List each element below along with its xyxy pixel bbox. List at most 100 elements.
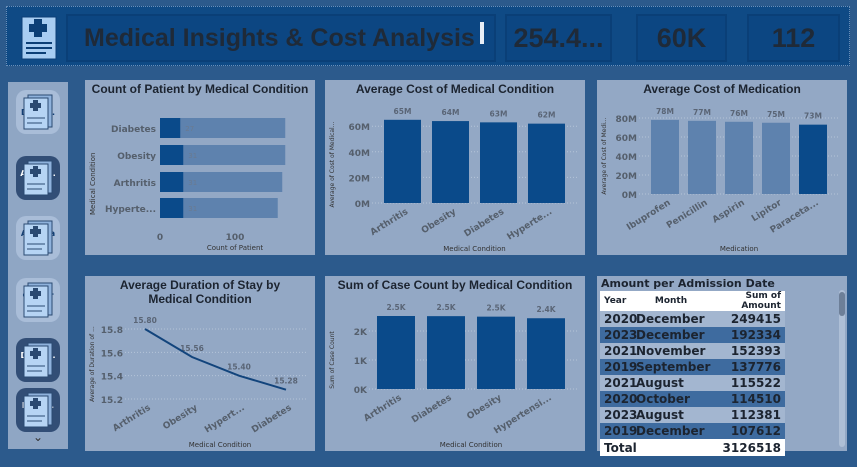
- bar[interactable]: [160, 198, 184, 218]
- bar[interactable]: [377, 316, 415, 389]
- category-label: Arthritis: [369, 207, 410, 238]
- column-header-y[interactable]: Year: [604, 296, 627, 306]
- table-cell: 2023: [604, 408, 638, 422]
- bar[interactable]: [432, 121, 469, 203]
- chart-title: Average Cost of Medical Condition: [355, 82, 555, 96]
- x-axis-title: Medical Condition: [440, 441, 502, 449]
- table-cell: 137776: [730, 360, 781, 374]
- kpi-count: 112: [747, 14, 840, 62]
- y-tick-label: 20M: [349, 174, 371, 184]
- data-label: 31: [188, 179, 197, 187]
- table-cell: November: [636, 344, 706, 358]
- table-cell: October: [636, 392, 690, 406]
- bar[interactable]: [799, 124, 827, 194]
- y-tick-label: 0K: [354, 386, 368, 396]
- table-cell: 2019: [604, 360, 638, 374]
- bar[interactable]: [384, 119, 421, 203]
- chart-svg: Medical Condition Diabetes 27 Obesity 31 Arth…: [89, 118, 286, 252]
- data-label: 31: [188, 152, 197, 160]
- y-tick-label: 60M: [349, 123, 371, 133]
- y-tick-label: 15.8: [101, 326, 123, 336]
- table-cell: 249415: [730, 312, 781, 326]
- bar[interactable]: [160, 172, 184, 192]
- data-label: 15.56: [180, 344, 204, 353]
- table-cell: 2021: [604, 344, 638, 358]
- bar[interactable]: [527, 318, 565, 389]
- table-row[interactable]: 2020 October 114510: [600, 391, 785, 407]
- bar-total[interactable]: [160, 118, 286, 138]
- chart-title: Average Duration of Stay by Medical Cond…: [119, 278, 281, 306]
- y-tick-label: 40M: [349, 149, 371, 159]
- table-row[interactable]: 2021 August 115522: [600, 375, 785, 391]
- table-cell: 115522: [730, 376, 781, 390]
- bar[interactable]: [762, 122, 790, 194]
- slicer-item-0[interactable]: Desel...: [16, 90, 60, 134]
- data-label: 2.5K: [436, 303, 456, 312]
- kpi-patient-count: 60K: [636, 14, 727, 62]
- chart-svg: 0M 20M 40M 60M Average of Cost of Medical...…: [329, 107, 577, 253]
- table-cell: December: [636, 328, 705, 342]
- slicer-item-3[interactable]: Cancer2471: [16, 278, 60, 322]
- table-row[interactable]: 2019 September 137776: [600, 359, 785, 375]
- slicer-item-1[interactable]: Arthri...2517: [16, 156, 60, 200]
- bar-total[interactable]: [160, 172, 283, 192]
- y-tick-label: 15.4: [101, 373, 123, 383]
- bar[interactable]: [725, 121, 753, 194]
- sidebar-more-chevron-icon[interactable]: ⌄: [32, 430, 44, 444]
- table-cell: August: [636, 376, 684, 390]
- table-cell: 107612: [730, 424, 781, 438]
- bar[interactable]: [480, 122, 517, 203]
- chart-title: Sum of Case Count by Medical Condition: [337, 278, 573, 292]
- category-label: Hypert...: [203, 403, 246, 435]
- table-cell: 152393: [730, 344, 781, 358]
- bar[interactable]: [651, 119, 679, 194]
- category-label: Arthritis: [114, 179, 156, 189]
- table-row[interactable]: 2019 December 107612: [600, 423, 785, 439]
- scrollbar-thumb[interactable]: [839, 292, 845, 316]
- column-header-a[interactable]: Sum of Amount: [741, 291, 781, 311]
- data-label: 2.4K: [536, 305, 556, 314]
- bar-total[interactable]: [160, 198, 278, 218]
- category-label: Arthritis: [362, 393, 403, 424]
- data-label: 15.80: [133, 316, 157, 325]
- bar[interactable]: [160, 118, 181, 138]
- total-value: 3126518: [722, 440, 781, 455]
- category-label: Diabetes: [111, 125, 156, 135]
- table-row[interactable]: 2020 December 249415: [600, 311, 785, 327]
- series-line[interactable]: [144, 328, 287, 391]
- x-tick-label: 0: [157, 233, 163, 243]
- data-label: 2.5K: [386, 303, 406, 312]
- table-row[interactable]: 2023 August 112381: [600, 407, 785, 423]
- bar[interactable]: [688, 120, 716, 194]
- slicer-item-4[interactable]: Diabe...2512: [16, 338, 60, 382]
- data-label: 62M: [538, 111, 556, 120]
- table-row[interactable]: 2023 December 192334: [600, 327, 785, 343]
- chart-svg: 0M 20M 40M 60M 80M Average of Cost of Medi...…: [601, 107, 839, 253]
- data-label: 78M: [656, 107, 674, 116]
- column-header-m[interactable]: Month: [654, 296, 688, 306]
- data-label: 31: [188, 205, 197, 213]
- y-tick-label: 15.6: [101, 349, 123, 359]
- bar[interactable]: [477, 316, 515, 389]
- table-row[interactable]: 2021 November 152393: [600, 343, 785, 359]
- total-label: Total: [604, 440, 637, 455]
- slicer-item-2[interactable]: Asthma2475: [16, 216, 60, 260]
- data-label: 76M: [730, 109, 748, 118]
- avg-cost-condition-chart: Average Cost of Medical Condition 0M 20M 40…: [325, 80, 585, 255]
- bar[interactable]: [528, 123, 565, 203]
- bar[interactable]: [427, 316, 465, 389]
- chart-title: Count of Patient by Medical Condition: [91, 82, 309, 96]
- slicer-item-5[interactable]: Hype...2440: [16, 388, 60, 432]
- category-label: Penicillin: [665, 198, 710, 231]
- y-axis-title: Medical Condition: [89, 153, 97, 215]
- category-label: Obesity: [420, 207, 458, 236]
- bar-total[interactable]: [160, 145, 286, 165]
- chart-svg: 0K 1K 2K Sum of Case Count Medical Condition…: [329, 303, 577, 449]
- kpi-total-amount: 254.4...: [505, 14, 612, 62]
- bar[interactable]: [160, 145, 184, 165]
- amount-table: Year Month Sum of Amount 2020 December 249415…: [600, 291, 785, 456]
- condition-slicer-panel: Desel... Arthri...2517 Asthma2475 Cancer247…: [8, 82, 68, 449]
- category-label: Diabetes: [250, 403, 293, 435]
- table-scrollbar[interactable]: [839, 290, 845, 447]
- data-label: 15.40: [227, 363, 251, 372]
